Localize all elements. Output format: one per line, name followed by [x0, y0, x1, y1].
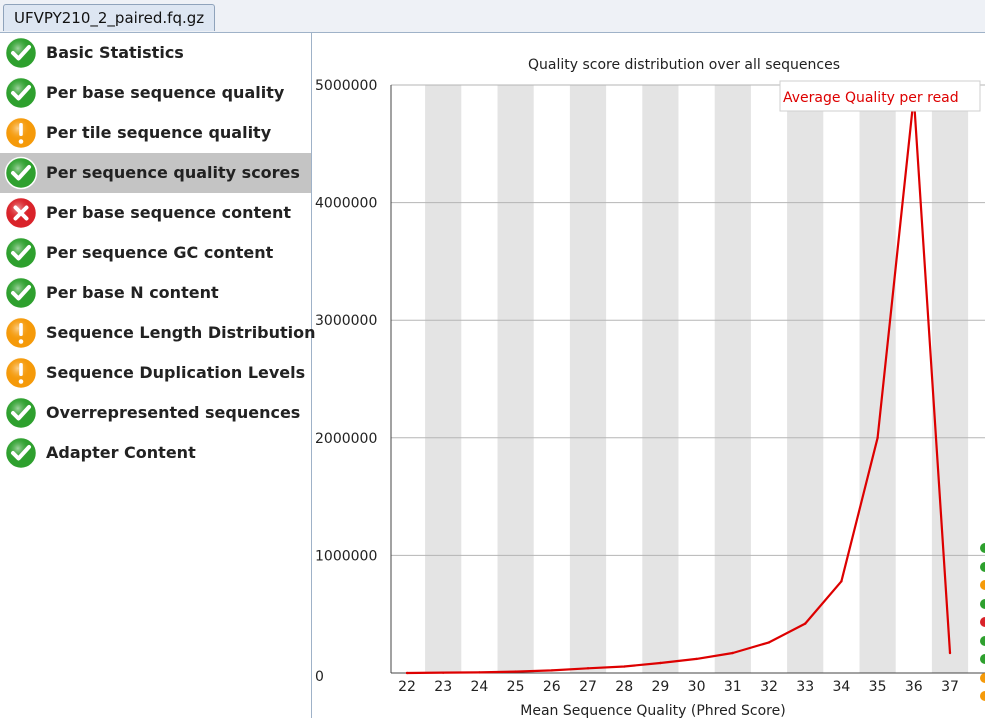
y-tick-label: 0: [315, 669, 324, 685]
edge-status-dot: [980, 580, 985, 590]
data-point: [514, 670, 517, 673]
edge-status-dot: [980, 598, 985, 609]
x-tick-label: 26: [543, 679, 561, 695]
data-point: [550, 669, 553, 672]
band-stripe: [931, 85, 969, 673]
data-point: [405, 671, 409, 675]
pass-check-icon: [4, 236, 38, 270]
pass-check-icon: [4, 36, 38, 70]
series-line: [406, 95, 952, 675]
module-label: Basic Statistics: [46, 43, 184, 62]
y-tick-label: 1000000: [315, 548, 377, 564]
x-tick-label: 24: [470, 679, 488, 695]
warning-icon: [4, 356, 38, 390]
data-point: [767, 641, 771, 644]
x-tick-label: 29: [651, 679, 669, 695]
x-tick-label: 35: [869, 679, 887, 695]
data-point: [478, 671, 481, 674]
fail-cross-icon: [4, 196, 38, 230]
module-list: Basic Statistics Per base sequence qualit…: [0, 33, 316, 718]
module-item[interactable]: Per base N content: [0, 273, 311, 313]
module-item[interactable]: Per tile sequence quality: [0, 113, 311, 153]
edge-status-dot: [980, 543, 985, 553]
data-point: [876, 436, 879, 439]
module-item[interactable]: Sequence Length Distribution: [0, 313, 316, 353]
data-point: [659, 661, 662, 665]
module-item[interactable]: Per base sequence quality: [0, 73, 311, 113]
pass-check-icon: [4, 156, 38, 190]
edge-status-dot: [980, 635, 985, 646]
legend-box: [779, 80, 981, 112]
x-tick-label: 32: [760, 679, 778, 695]
module-label: Per base N content: [46, 283, 219, 302]
warning-icon: [4, 116, 38, 150]
module-label: Per tile sequence quality: [46, 123, 272, 142]
y-tick-label: 5000000: [315, 78, 377, 94]
edge-status-dot: [980, 561, 985, 572]
file-tab[interactable]: UFVPY210_2_paired.fq.gz: [3, 4, 216, 31]
module-label: Sequence Length Distribution: [46, 323, 316, 342]
data-point: [804, 622, 807, 625]
edge-status-dot: [980, 672, 985, 683]
edge-status-dot: [980, 617, 985, 627]
x-tick-label: 23: [434, 679, 452, 695]
module-label: Adapter Content: [46, 443, 196, 462]
chart-title: Quality score distribution over all sequ…: [528, 57, 840, 73]
band-stripe: [859, 85, 896, 673]
file-tab-bar: UFVPY210_2_paired.fq.gz: [0, 0, 985, 33]
pass-check-icon: [4, 396, 38, 430]
x-axis-label: Mean Sequence Quality (Phred Score): [520, 703, 785, 718]
quality-score-chart: 0 1000000 2000000 3000000 4000000 5000000 22 23…: [315, 57, 985, 718]
y-tick-label: 3000000: [315, 313, 377, 329]
module-label: Per sequence quality scores: [46, 163, 300, 182]
data-point: [623, 665, 626, 668]
module-label: Overrepresented sequences: [46, 403, 301, 422]
x-tick-label: 31: [724, 679, 742, 695]
module-item[interactable]: Overrepresented sequences: [0, 393, 311, 433]
module-item[interactable]: Basic Statistics: [0, 33, 311, 73]
module-item[interactable]: Per sequence quality scores: [0, 153, 311, 193]
x-tick-label: 28: [615, 679, 633, 695]
x-tick-label: 33: [796, 679, 814, 695]
partial-window-edge: [980, 515, 985, 718]
y-tick-label: 2000000: [315, 431, 377, 447]
band-stripe: [569, 85, 607, 673]
legend-entry: Average Quality per read: [783, 90, 959, 106]
data-point: [586, 667, 590, 670]
quality-chart-panel: 0 1000000 2000000 3000000 4000000 5000000 22 23…: [312, 33, 985, 718]
data-point: [695, 657, 698, 661]
band-stripe: [714, 85, 751, 673]
data-point: [948, 651, 952, 655]
band-stripe: [497, 85, 534, 673]
data-point: [840, 580, 843, 583]
band-stripe: [787, 85, 824, 673]
module-label: Per sequence GC content: [46, 243, 274, 262]
x-tick-label: 37: [941, 679, 959, 695]
data-point: [442, 671, 445, 674]
x-tick-label: 30: [688, 679, 706, 695]
x-tick-label: 27: [579, 679, 597, 695]
x-tick-label: 34: [832, 679, 850, 695]
module-item[interactable]: Per sequence GC content: [0, 233, 311, 273]
module-label: Per base sequence content: [46, 203, 292, 222]
x-tick-label: 22: [398, 679, 416, 695]
band-stripe: [642, 85, 679, 673]
pass-check-icon: [4, 76, 38, 110]
edge-status-dot: [980, 654, 985, 664]
edge-status-dot: [980, 691, 985, 701]
module-item[interactable]: Sequence Duplication Levels: [0, 353, 311, 393]
data-point: [731, 651, 734, 655]
module-item[interactable]: Adapter Content: [0, 433, 311, 473]
module-label: Sequence Duplication Levels: [46, 363, 306, 382]
y-tick-label: 4000000: [315, 196, 377, 212]
band-stripe: [425, 85, 462, 673]
legend: Average Quality per read: [779, 80, 981, 112]
x-tick-label: 36: [905, 679, 923, 695]
module-label: Per base sequence quality: [46, 83, 285, 102]
pass-check-icon: [4, 276, 38, 310]
pass-check-icon: [4, 436, 38, 470]
x-tick-label: 25: [507, 679, 525, 695]
module-item[interactable]: Per base sequence content: [0, 193, 311, 233]
warning-icon: [4, 316, 38, 350]
